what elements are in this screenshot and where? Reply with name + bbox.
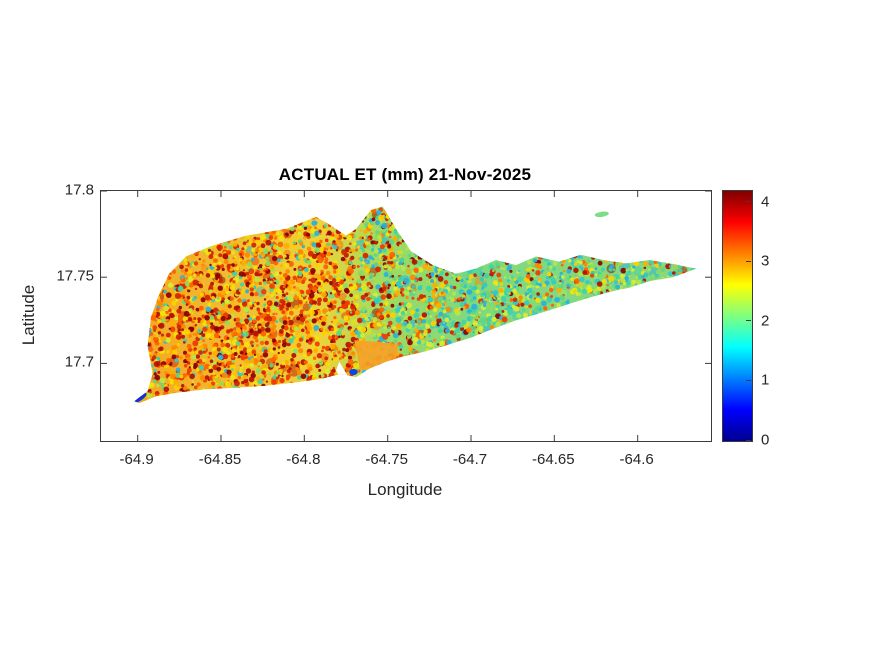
island-base-fill bbox=[134, 206, 697, 404]
y-tick-label: 17.8 bbox=[64, 181, 94, 199]
colorbar-tick-mark bbox=[746, 320, 751, 322]
x-tick-label: -64.6 bbox=[619, 451, 654, 468]
chart-title: ACTUAL ET (mm) 21-Nov-2025 bbox=[278, 165, 532, 184]
colorbar-tick-label: 3 bbox=[761, 252, 770, 270]
colorbar-tick-label: 0 bbox=[761, 431, 770, 449]
colorbar-tick-mark bbox=[746, 379, 751, 381]
y-tick-label: 17.75 bbox=[56, 267, 94, 285]
x-tick-label: -64.9 bbox=[119, 451, 154, 468]
x-tick-label: -64.65 bbox=[532, 451, 575, 468]
colorbar-tick-label: 4 bbox=[761, 193, 770, 211]
colorbar-tick-mark bbox=[746, 201, 751, 203]
plot-area bbox=[100, 190, 712, 442]
colorbar-tick-mark bbox=[746, 260, 751, 262]
colorbar-tick-label: 2 bbox=[761, 312, 770, 330]
y-axis-label: Latitude bbox=[19, 284, 38, 346]
axis-tick-marks bbox=[101, 191, 711, 441]
x-tick-label: -64.85 bbox=[198, 451, 242, 468]
colorbar-gradient bbox=[723, 191, 752, 441]
colorbar-tick-mark bbox=[746, 439, 751, 441]
x-tick-label: -64.7 bbox=[452, 451, 488, 468]
colorbar bbox=[722, 190, 753, 442]
east-pond bbox=[533, 315, 543, 323]
harbor-pond bbox=[349, 368, 358, 376]
x-axis-label: Longitude bbox=[367, 480, 443, 499]
colorbar-tick-label: 1 bbox=[761, 371, 770, 389]
island-region bbox=[134, 206, 697, 404]
sandy-point-pond bbox=[134, 392, 147, 403]
et-heatmap-svg bbox=[101, 191, 711, 441]
y-tick-label: 17.7 bbox=[64, 353, 94, 371]
buck-island bbox=[594, 211, 609, 218]
industrial-patch bbox=[354, 340, 399, 371]
x-tick-label: -64.8 bbox=[286, 451, 321, 468]
x-tick-label: -64.75 bbox=[365, 451, 408, 468]
